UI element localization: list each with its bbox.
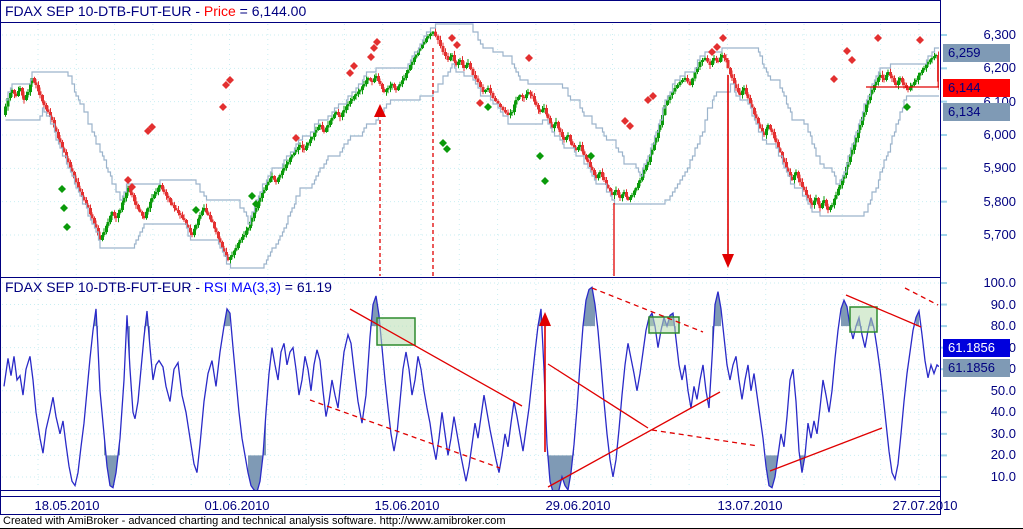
- price-value-badge: 6,259: [943, 44, 1010, 62]
- rsi-value-badge: 61.1856: [943, 359, 1010, 377]
- rsi-panel-border-bottom: [0, 490, 941, 491]
- price-axis-label: 5,700: [983, 227, 1016, 242]
- price-axis-label: 6,200: [983, 60, 1016, 76]
- rsi-axis-label: 30.0: [990, 425, 1016, 441]
- footer-credit: Created with AmiBroker - advanced charti…: [3, 515, 506, 527]
- date-strip-border-top: [0, 496, 941, 497]
- price-chart-area[interactable]: [1, 23, 939, 276]
- panel-separator: [0, 277, 941, 278]
- price-title-instrument: FDAX SEP 10-DTB-FUT-EUR -: [5, 3, 204, 19]
- price-title-series: Price: [203, 3, 236, 19]
- date-axis-label: 27.07.2010: [892, 498, 958, 513]
- rsi-axis-label: 40.0: [990, 404, 1016, 420]
- price-value-badge: 6,134: [943, 103, 1010, 121]
- panel-border-left: [0, 0, 1, 515]
- date-strip-border-bottom: [0, 514, 941, 515]
- rsi-axis-label: 10.0: [990, 468, 1016, 484]
- rsi-value-badge: 61.1856: [943, 339, 1010, 357]
- rsi-chart-area[interactable]: [1, 278, 939, 490]
- rsi-title-value: = 61.19: [280, 279, 332, 295]
- rsi-title-instrument: FDAX SEP 10-DTB-FUT-EUR -: [5, 279, 204, 295]
- date-axis-label: 13.07.2010: [717, 498, 783, 513]
- price-axis-label: 6,300: [983, 27, 1016, 42]
- price-title-separator: [0, 22, 941, 23]
- rsi-axis-label: 90.0: [990, 296, 1016, 312]
- rsi-title-series: RSI MA(3,3): [203, 279, 281, 295]
- panel-border-right: [940, 0, 941, 515]
- price-axis-label: 6,000: [983, 127, 1016, 142]
- date-axis-label: 29.06.2010: [545, 498, 611, 513]
- panel-border-top: [0, 0, 941, 1]
- price-title-value: = 6,144.00: [235, 3, 307, 19]
- date-axis-label: 18.05.2010: [34, 498, 100, 513]
- price-axis-label: 5,800: [983, 193, 1016, 209]
- rsi-axis-label: 80.0: [990, 318, 1016, 334]
- date-axis-label: 15.06.2010: [374, 498, 440, 513]
- price-value-badge: 6,144: [943, 79, 1010, 97]
- price-panel-title: FDAX SEP 10-DTB-FUT-EUR - Price = 6,144.…: [5, 3, 306, 19]
- rsi-panel-title: FDAX SEP 10-DTB-FUT-EUR - RSI MA(3,3) = …: [5, 279, 332, 295]
- rsi-axis-label: 100.0: [983, 275, 1016, 290]
- date-axis-label: 01.06.2010: [204, 498, 270, 513]
- rsi-axis-label: 50.0: [990, 382, 1016, 398]
- price-axis-label: 5,900: [983, 160, 1016, 176]
- rsi-axis-label: 20.0: [990, 447, 1016, 463]
